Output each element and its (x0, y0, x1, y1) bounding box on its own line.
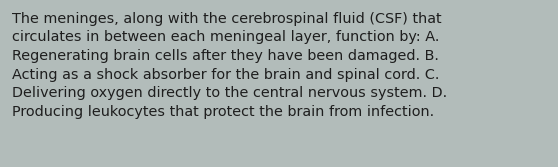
Text: The meninges, along with the cerebrospinal fluid (CSF) that
circulates in betwee: The meninges, along with the cerebrospin… (12, 12, 448, 119)
